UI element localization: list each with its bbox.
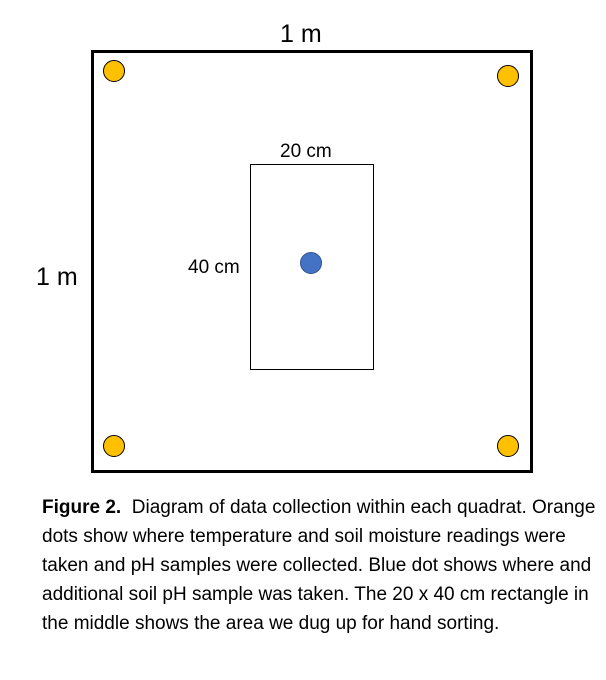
caption-text: Diagram of data collection within each q…: [42, 497, 601, 634]
figure-label: Figure 2.: [42, 497, 122, 518]
orange-dot-top-left: [103, 60, 125, 82]
orange-dot-top-right: [497, 65, 519, 87]
dig-area-height-label: 40 cm: [188, 257, 240, 278]
blue-dot-center: [300, 252, 322, 274]
dig-area-width-label: 20 cm: [280, 141, 332, 162]
quadrat-outline: [91, 50, 533, 473]
dig-area-rectangle: [250, 164, 374, 370]
orange-dot-bottom-right: [497, 435, 519, 457]
orange-dot-bottom-left: [103, 435, 125, 457]
outer-width-label: 1 m: [280, 20, 322, 48]
figure-caption: Figure 2. Diagram of data collection wit…: [42, 493, 598, 638]
outer-height-label: 1 m: [36, 263, 78, 291]
